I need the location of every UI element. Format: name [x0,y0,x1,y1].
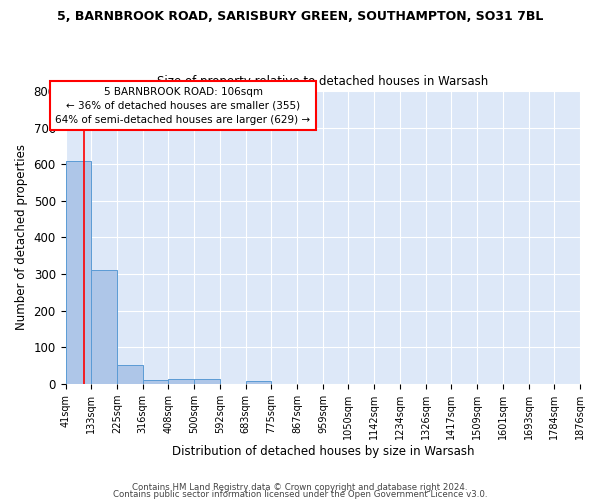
Bar [65,162,91,384]
Y-axis label: Number of detached properties: Number of detached properties [15,144,28,330]
Bar [143,380,169,384]
Bar [245,381,271,384]
Title: Size of property relative to detached houses in Warsash: Size of property relative to detached ho… [157,76,488,88]
Bar [194,379,220,384]
Bar [117,365,143,384]
Bar [169,379,194,384]
Text: 5 BARNBROOK ROAD: 106sqm
← 36% of detached houses are smaller (355)
64% of semi-: 5 BARNBROOK ROAD: 106sqm ← 36% of detach… [55,86,311,124]
Bar [91,270,117,384]
Text: Contains public sector information licensed under the Open Government Licence v3: Contains public sector information licen… [113,490,487,499]
Text: 5, BARNBROOK ROAD, SARISBURY GREEN, SOUTHAMPTON, SO31 7BL: 5, BARNBROOK ROAD, SARISBURY GREEN, SOUT… [57,10,543,23]
Text: Contains HM Land Registry data © Crown copyright and database right 2024.: Contains HM Land Registry data © Crown c… [132,484,468,492]
X-axis label: Distribution of detached houses by size in Warsash: Distribution of detached houses by size … [172,444,474,458]
